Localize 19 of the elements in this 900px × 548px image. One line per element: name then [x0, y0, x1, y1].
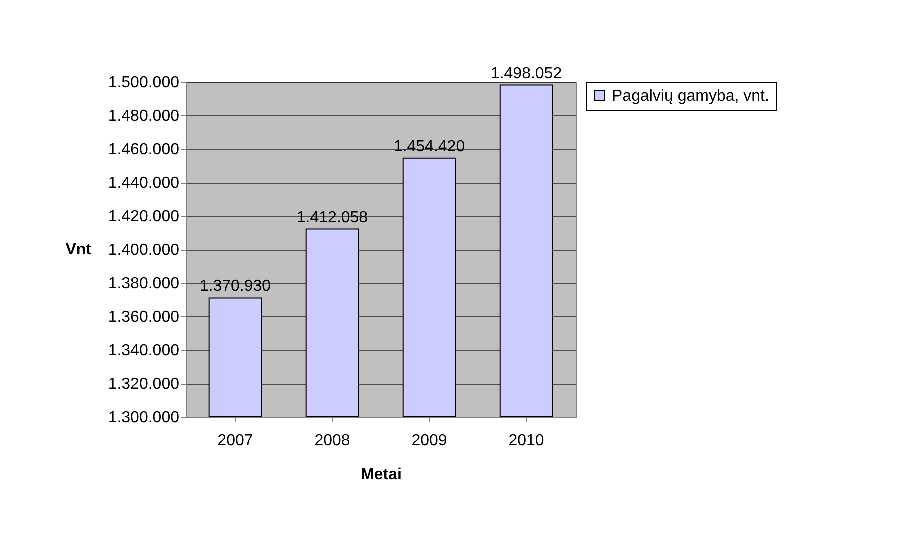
y-tick-label: 1.360.000: [108, 309, 180, 326]
x-tick-label: 2008: [314, 432, 350, 450]
y-tick-label: 1.320.000: [108, 376, 180, 393]
x-tick-label: 2009: [412, 432, 448, 450]
y-tick-label: 1.440.000: [108, 175, 180, 192]
legend-label: Pagalvių gamyba, vnt.: [612, 88, 770, 105]
y-tick-label: 1.300.000: [108, 410, 180, 426]
y-tick-label: 1.480.000: [108, 108, 180, 125]
data-label: 1.498.052: [490, 65, 562, 82]
y-tick-label: 1.340.000: [108, 342, 180, 360]
y-tick-label: 1.500.000: [108, 74, 180, 92]
x-tick-label: 2010: [508, 432, 544, 450]
x-axis-title: Metai: [361, 466, 402, 484]
x-tick-label: 2007: [218, 432, 254, 450]
y-tick-label: 1.380.000: [108, 276, 180, 292]
y-tick-label: 1.400.000: [108, 242, 180, 259]
y-axis-title: Vnt: [66, 242, 92, 258]
y-tick-label: 1.420.000: [108, 208, 180, 226]
y-tick-label: 1.460.000: [108, 142, 180, 158]
